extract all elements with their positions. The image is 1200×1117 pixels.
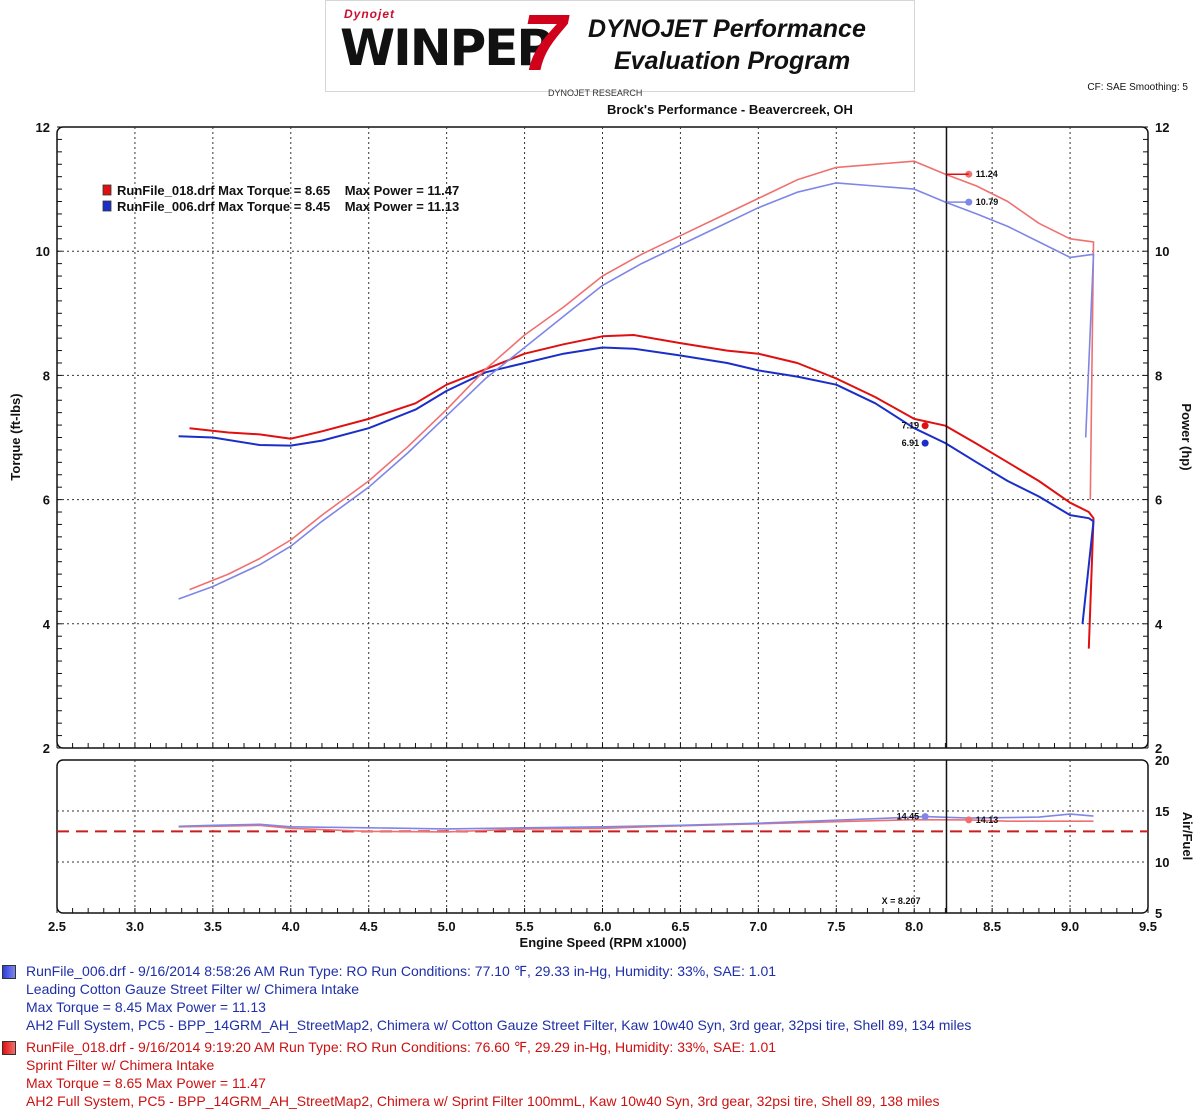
x-tick-label: 2.5 [48, 919, 66, 934]
y2-tick-label: 12 [1155, 120, 1169, 135]
x-tick-label: 9.5 [1139, 919, 1157, 934]
y-axis-label: Torque (ft-lbs) [8, 393, 23, 480]
torque-series-line [178, 346, 1095, 624]
winpep-logo: Dynojet WINPEP 7 DYNOJET Performance Eva… [325, 0, 915, 92]
shop-title: Brock's Performance - Beavercreek, OH [607, 102, 853, 117]
logo-brand-small: Dynojet [344, 7, 396, 21]
x-tick-label: 9.0 [1061, 919, 1079, 934]
y2-tick-label: 2 [1155, 741, 1162, 756]
run-swatch-blue [2, 965, 16, 979]
x-tick-label: 6.0 [593, 919, 611, 934]
x-axis-label: Engine Speed (RPM x1000) [520, 935, 687, 950]
legend-swatch-red [102, 184, 112, 196]
legend-entry-red: RunFile_018.drf Max Torque = 8.65 Max Po… [117, 183, 459, 198]
dyno-chart: 2.5 3.0 3.5 4.0 4.5 5.0 5.5 6.0 6.5 7.0 7.5 8.0 8.5 9… [8, 120, 1195, 950]
x-tick-label: 6.5 [671, 919, 689, 934]
af-cursor-value-marker [921, 813, 929, 821]
run-note-line: RunFile_006.drf - 9/16/2014 8:58:26 AM R… [26, 963, 777, 979]
af-cursor-value-label: 14.13 [976, 815, 999, 825]
y2-tick-label: 8 [1155, 368, 1162, 383]
y2-tick-label: 10 [1155, 244, 1169, 259]
y-tick-label: 8 [43, 368, 50, 383]
x-tick-label: 5.5 [516, 919, 534, 934]
run-note-line: Max Torque = 8.45 Max Power = 11.13 [26, 999, 266, 1015]
run-note-line: AH2 Full System, PC5 - BPP_14GRM_AH_Stre… [26, 1093, 940, 1109]
y-tick-label: 10 [36, 244, 50, 259]
run-note-line: Sprint Filter w/ Chimera Intake [26, 1057, 215, 1073]
x-tick-label: 4.5 [360, 919, 378, 934]
af-y-tick-label: 20 [1155, 753, 1169, 768]
y-tick-label: 4 [43, 617, 51, 632]
cursor-value-label: 6.91 [902, 438, 920, 448]
af-series-line [178, 818, 1094, 833]
logo-brand-main: WINPEP [340, 19, 553, 77]
y2-tick-label: 4 [1155, 617, 1163, 632]
af-y-tick-label: 5 [1155, 906, 1162, 921]
af-axis-label: Air/Fuel [1180, 812, 1195, 860]
legend-entry-blue: RunFile_006.drf Max Torque = 8.45 Max Po… [117, 199, 459, 214]
run-note-line: Max Torque = 8.65 Max Power = 11.47 [26, 1075, 266, 1091]
y2-axis-label: Power (hp) [1179, 403, 1194, 470]
af-cursor-value-label: 14.45 [897, 812, 920, 822]
legend-swatch-blue [102, 200, 112, 212]
af-series-line [178, 813, 1094, 830]
y2-tick-label: 6 [1155, 493, 1162, 508]
power-series-line [178, 182, 1095, 600]
correction-factor-label: CF: SAE Smoothing: 5 [1087, 82, 1188, 93]
cursor-value-label: 10.79 [976, 197, 999, 207]
y-tick-label: 2 [43, 741, 50, 756]
cursor-value-label: 7.19 [902, 421, 920, 431]
run-note-line: Leading Cotton Gauze Street Filter w/ Ch… [26, 981, 360, 997]
cursor-value-label: 11.24 [976, 169, 998, 179]
x-tick-label: 3.5 [204, 919, 222, 934]
power-series-line [189, 160, 1095, 591]
af-y-tick-label: 15 [1155, 804, 1169, 819]
x-tick-label: 5.0 [438, 919, 456, 934]
torque-series-line [189, 334, 1095, 649]
x-tick-label: 7.5 [827, 919, 845, 934]
logo-subtitle-line2: Evaluation Program [614, 47, 851, 75]
af-cursor-value-marker [965, 816, 973, 824]
cursor-value-marker [921, 439, 929, 447]
x-tick-label: 3.0 [126, 919, 144, 934]
af-y-tick-label: 10 [1155, 855, 1169, 870]
run-notes: RunFile_006.drf - 9/16/2014 8:58:26 AM R… [0, 962, 1200, 1114]
cursor-value-marker [921, 422, 929, 430]
y-tick-label: 6 [43, 493, 50, 508]
run-note-blue: RunFile_006.drf - 9/16/2014 8:58:26 AM R… [0, 962, 1200, 1034]
research-label: DYNOJET RESEARCH [548, 88, 643, 98]
run-note-line: AH2 Full System, PC5 - BPP_14GRM_AH_Stre… [26, 1017, 972, 1033]
cursor-readout: X = 8.207 [882, 896, 921, 906]
run-note-red: RunFile_018.drf - 9/16/2014 9:19:20 AM R… [0, 1038, 1200, 1110]
x-tick-label: 8.0 [905, 919, 923, 934]
logo-subtitle-line1: DYNOJET Performance [588, 15, 866, 43]
x-tick-label: 7.0 [749, 919, 767, 934]
x-tick-label: 4.0 [282, 919, 300, 934]
run-note-line: RunFile_018.drf - 9/16/2014 9:19:20 AM R… [26, 1039, 777, 1055]
y-tick-label: 12 [36, 120, 50, 135]
run-swatch-red [2, 1041, 16, 1055]
logo-seven: 7 [522, 0, 567, 87]
x-tick-label: 8.5 [983, 919, 1001, 934]
